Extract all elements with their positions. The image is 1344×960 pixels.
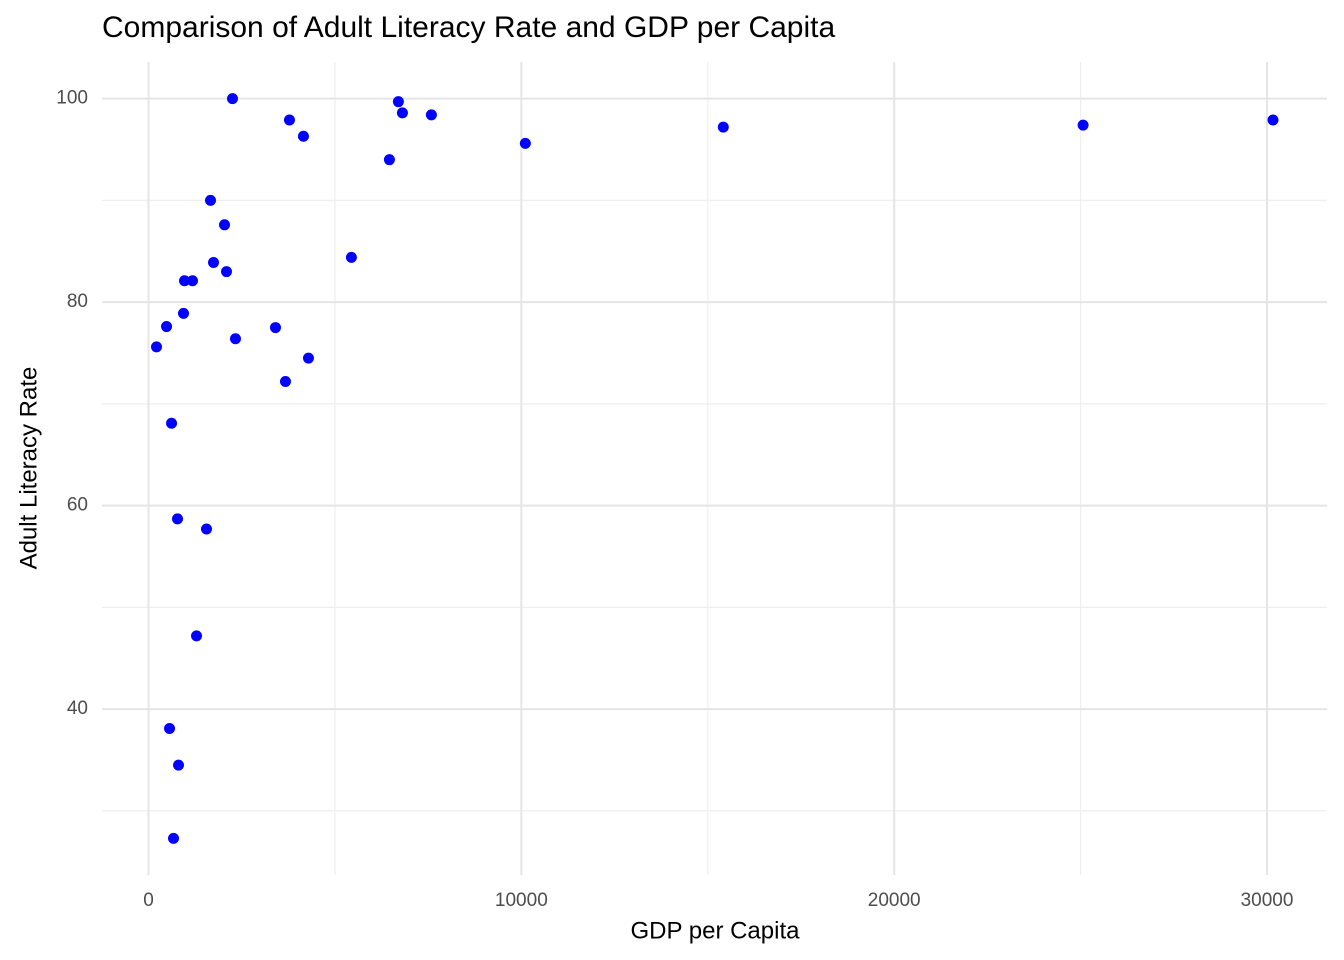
grid (102, 62, 1327, 875)
point (297, 130, 309, 142)
point (425, 109, 437, 121)
point (201, 523, 213, 535)
x-tick-label: 30000 (1241, 890, 1294, 911)
y-tick-label: 80 (67, 291, 88, 312)
point (164, 722, 176, 734)
y-tick-label: 100 (56, 88, 88, 109)
point (383, 154, 395, 166)
point (229, 333, 241, 345)
point (302, 352, 314, 364)
point (151, 341, 163, 353)
point (392, 96, 404, 108)
points (151, 93, 1279, 844)
point (166, 417, 178, 429)
point (191, 630, 203, 642)
point (1077, 119, 1089, 131)
y-tick-label: 40 (67, 698, 88, 719)
point (269, 322, 281, 334)
y-axis-title: Adult Literacy Rate (15, 367, 42, 570)
point (1267, 114, 1279, 126)
x-tick-label: 10000 (495, 890, 548, 911)
point (219, 219, 231, 231)
point (519, 137, 531, 149)
point (345, 251, 357, 263)
point (204, 194, 216, 206)
point (226, 93, 238, 105)
point (161, 321, 173, 333)
point (171, 513, 183, 525)
point (283, 114, 295, 126)
x-tick-label: 20000 (868, 890, 921, 911)
point (396, 107, 408, 119)
point (220, 266, 232, 278)
y-tick-label: 60 (67, 495, 88, 516)
point (173, 759, 185, 771)
point (717, 121, 729, 133)
point (187, 275, 199, 287)
point (208, 256, 220, 268)
x-axis-title: GDP per Capita (631, 917, 801, 944)
point (279, 376, 291, 388)
x-tick-label: 0 (143, 890, 154, 911)
chart-title: Comparison of Adult Literacy Rate and GD… (102, 11, 835, 44)
point (178, 307, 190, 319)
point (168, 832, 180, 844)
point (179, 275, 191, 287)
